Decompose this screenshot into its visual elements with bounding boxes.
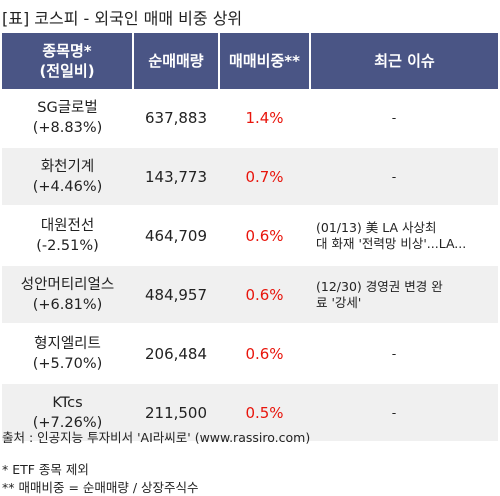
table-row: KTcs (+7.26%) 211,500 0.5% - [2,383,498,443]
net-volume: 206,484 [133,324,219,384]
table-row: 화천기계 (+4.46%) 143,773 0.7% - [2,147,498,207]
trading-ratio: 0.6% [219,206,310,266]
stock-cell: SG글로벌 (+8.83%) [2,89,133,148]
table-row: SG글로벌 (+8.83%) 637,883 1.4% - [2,89,498,148]
stock-name: 형지엘리트 [34,335,101,352]
issue-line1: - [391,404,397,420]
issue-line1: - [391,168,397,184]
issue-line1: - [391,109,397,125]
trading-ratio: 0.6% [219,265,310,325]
header-ratio: 매매비중** [219,33,311,89]
table-row: 대원전선 (-2.51%) 464,709 0.6% (01/13) 美 LA … [2,206,498,266]
stock-change: (-2.51%) [36,237,99,254]
foreign-trading-table: 종목명* (전일비) 순매매량 매매비중** 최근 이슈 SG글로벌 (+8.8… [2,33,498,443]
footnote-ratio: ** 매매비중 = 순매매량 / 상장주식수 [2,480,199,495]
trading-ratio: 0.5% [219,383,310,443]
issue-line1: (12/30) 경영권 변경 완 [316,278,443,294]
table-row: 성안머티리얼스 (+6.81%) 484,957 0.6% (12/30) 경영… [2,265,498,325]
trading-ratio: 1.4% [219,89,310,148]
recent-issue: - [310,383,498,443]
issue-line2: 대 화재 '전력망 비상'...LA... [316,235,467,251]
stock-cell: 화천기계 (+4.46%) [2,147,133,207]
recent-issue: - [310,147,498,207]
header-name: 종목명* (전일비) [2,33,134,89]
stock-change: (+8.83%) [32,119,103,136]
net-volume: 637,883 [133,89,219,148]
stock-name: KTcs [52,394,83,411]
stock-change: (+4.46%) [32,178,103,195]
stock-name: 화천기계 [40,158,95,175]
stock-change: (+7.26%) [32,414,103,431]
table-row: 형지엘리트 (+5.70%) 206,484 0.6% - [2,324,498,384]
recent-issue: - [310,89,498,148]
stock-cell: KTcs (+7.26%) [2,383,133,443]
net-volume: 464,709 [133,206,219,266]
table-title: [표] 코스피 - 외국인 매매 비중 상위 [2,9,243,28]
header-qty: 순매매량 [133,33,220,89]
issue-line1: - [391,345,397,361]
issue-line2: 료 '강세' [316,294,362,310]
header-issue: 최근 이슈 [310,33,498,89]
stock-cell: 성안머티리얼스 (+6.81%) [2,265,133,325]
stock-name: 대원전선 [40,217,95,234]
net-volume: 484,957 [133,265,219,325]
stock-cell: 형지엘리트 (+5.70%) [2,324,133,384]
net-volume: 143,773 [133,147,219,207]
trading-ratio: 0.7% [219,147,310,207]
stock-name: 성안머티리얼스 [20,276,115,293]
source-note: 출처 : 인공지능 투자비서 'AI라씨로' (www.rassiro.com) [2,430,311,445]
footnote-etf: * ETF 종목 제외 [2,462,89,477]
trading-ratio: 0.6% [219,324,310,384]
recent-issue[interactable]: (12/30) 경영권 변경 완 료 '강세' [310,265,498,325]
recent-issue[interactable]: (01/13) 美 LA 사상최 대 화재 '전력망 비상'...LA... [310,206,498,266]
recent-issue: - [310,324,498,384]
header-name-line2: (전일비) [39,62,95,80]
header-row: 종목명* (전일비) 순매매량 매매비중** 최근 이슈 [2,33,498,89]
issue-line1: (01/13) 美 LA 사상최 [316,219,437,235]
stock-name: SG글로벌 [37,99,98,116]
stock-cell: 대원전선 (-2.51%) [2,206,133,266]
stock-change: (+6.81%) [32,296,103,313]
stock-change: (+5.70%) [32,355,103,372]
net-volume: 211,500 [133,383,219,443]
header-name-line1: 종목명* [42,42,92,60]
